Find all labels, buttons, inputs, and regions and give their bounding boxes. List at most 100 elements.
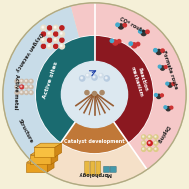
Circle shape	[99, 74, 103, 78]
Circle shape	[100, 74, 101, 76]
Circle shape	[47, 31, 52, 37]
Text: CO* route: CO* route	[118, 16, 145, 33]
Polygon shape	[55, 143, 62, 157]
Circle shape	[86, 74, 90, 78]
Circle shape	[60, 26, 64, 30]
Circle shape	[29, 79, 33, 83]
Circle shape	[21, 86, 22, 87]
Circle shape	[42, 39, 44, 40]
Circle shape	[92, 91, 97, 96]
Circle shape	[147, 141, 152, 146]
Circle shape	[20, 79, 24, 83]
Circle shape	[41, 25, 46, 30]
Circle shape	[154, 141, 158, 145]
Circle shape	[143, 142, 144, 143]
Circle shape	[154, 49, 157, 52]
Circle shape	[3, 3, 186, 186]
Circle shape	[16, 92, 17, 93]
Text: Oxygen vacancy: Oxygen vacancy	[14, 31, 43, 72]
Circle shape	[148, 147, 152, 151]
Circle shape	[155, 148, 156, 149]
Circle shape	[123, 23, 126, 27]
Polygon shape	[47, 158, 54, 172]
FancyBboxPatch shape	[30, 155, 51, 164]
Circle shape	[16, 80, 17, 81]
Circle shape	[60, 45, 62, 46]
Circle shape	[93, 76, 95, 78]
Circle shape	[160, 94, 163, 97]
FancyBboxPatch shape	[104, 166, 110, 172]
Circle shape	[149, 148, 150, 149]
Circle shape	[21, 80, 22, 81]
Circle shape	[85, 91, 89, 95]
Circle shape	[139, 30, 142, 33]
Circle shape	[20, 91, 24, 94]
Circle shape	[160, 66, 165, 70]
Circle shape	[41, 32, 46, 36]
Circle shape	[142, 141, 146, 145]
Circle shape	[143, 136, 144, 137]
Circle shape	[15, 85, 19, 89]
Circle shape	[53, 38, 58, 43]
Circle shape	[92, 75, 97, 80]
Circle shape	[48, 33, 50, 34]
Circle shape	[48, 45, 50, 46]
Circle shape	[61, 61, 128, 128]
Circle shape	[29, 91, 33, 94]
Circle shape	[116, 23, 119, 26]
Circle shape	[42, 26, 44, 28]
Circle shape	[41, 44, 46, 48]
Circle shape	[100, 91, 104, 95]
Circle shape	[164, 106, 167, 109]
Circle shape	[25, 80, 26, 81]
Polygon shape	[51, 151, 58, 164]
Circle shape	[113, 40, 118, 45]
Circle shape	[60, 38, 64, 42]
Polygon shape	[34, 143, 62, 147]
Circle shape	[29, 85, 33, 89]
Circle shape	[117, 40, 121, 43]
Circle shape	[25, 85, 28, 89]
Wedge shape	[36, 36, 94, 143]
Circle shape	[158, 65, 161, 68]
Wedge shape	[61, 94, 128, 153]
Circle shape	[155, 136, 156, 137]
Circle shape	[129, 42, 132, 45]
Circle shape	[53, 25, 58, 30]
Circle shape	[142, 135, 146, 139]
Wedge shape	[42, 94, 147, 186]
Circle shape	[80, 76, 85, 81]
Circle shape	[136, 42, 140, 46]
Circle shape	[60, 33, 62, 34]
Circle shape	[21, 92, 22, 93]
Circle shape	[157, 94, 161, 98]
Circle shape	[105, 77, 107, 79]
Circle shape	[104, 76, 109, 81]
Wedge shape	[3, 6, 94, 170]
Circle shape	[143, 148, 144, 149]
Circle shape	[15, 91, 19, 94]
FancyBboxPatch shape	[34, 147, 55, 157]
Circle shape	[15, 79, 19, 83]
FancyBboxPatch shape	[110, 166, 116, 172]
Circle shape	[148, 135, 152, 139]
Text: Doping: Doping	[156, 124, 170, 144]
FancyBboxPatch shape	[96, 161, 101, 175]
Circle shape	[41, 38, 46, 43]
Circle shape	[154, 147, 158, 151]
Text: Formate route: Formate route	[161, 50, 178, 90]
Circle shape	[118, 24, 124, 29]
Circle shape	[142, 147, 146, 151]
Circle shape	[54, 44, 58, 48]
Text: Structure: Structure	[16, 119, 33, 145]
Circle shape	[172, 83, 175, 85]
Circle shape	[25, 79, 28, 83]
Circle shape	[110, 39, 114, 43]
Circle shape	[54, 32, 58, 36]
Circle shape	[47, 26, 52, 30]
Circle shape	[30, 92, 31, 93]
Circle shape	[132, 43, 137, 48]
Circle shape	[36, 36, 153, 153]
Circle shape	[168, 83, 172, 87]
Text: Active sites: Active sites	[43, 61, 59, 100]
